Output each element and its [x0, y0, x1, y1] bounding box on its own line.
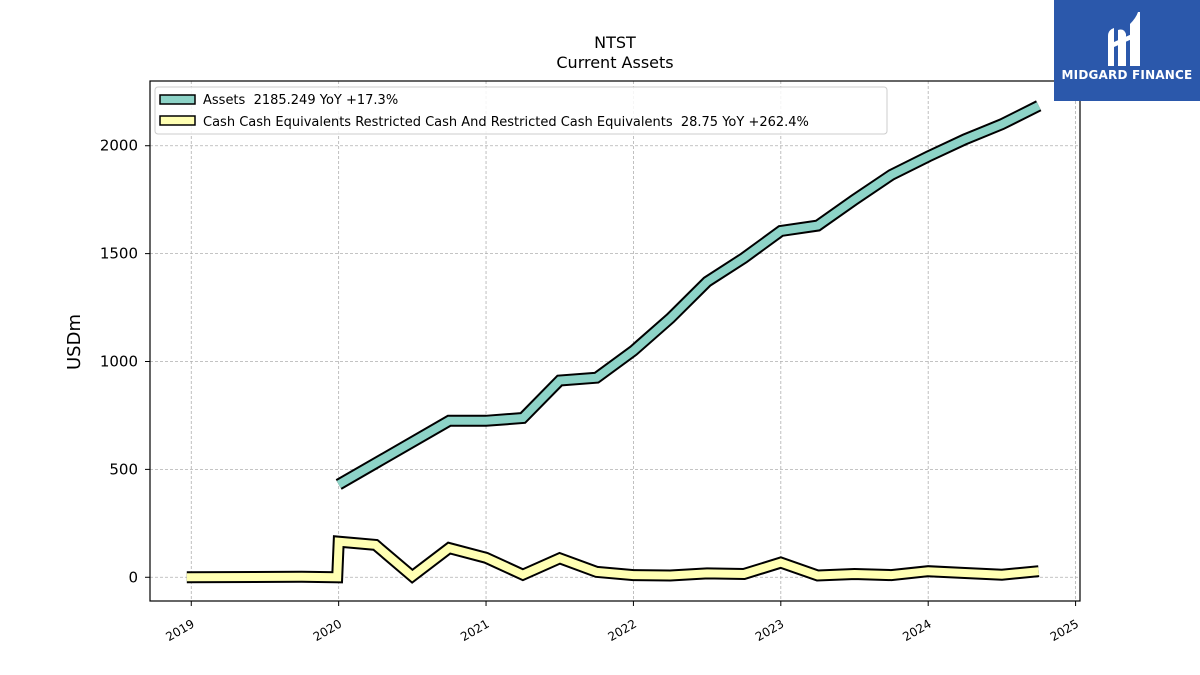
plot-frame	[149, 80, 1081, 602]
brand-logo: MIDGARD FINANCE	[1054, 0, 1200, 101]
x-tick-label: 2024	[900, 617, 933, 644]
y-tick-label: 1000	[100, 352, 138, 370]
x-tick-label: 2021	[458, 617, 491, 644]
legend-swatch-cash	[159, 115, 196, 126]
logo-mark-icon	[1108, 12, 1140, 66]
chart-subtitle: Current Assets	[556, 53, 673, 72]
y-axis-label: USDm	[64, 314, 85, 370]
x-tick-label: 2020	[311, 617, 344, 644]
legend-swatch-assets	[159, 94, 196, 105]
y-tick-label: 0	[128, 568, 138, 586]
y-tick-label: 1500	[100, 245, 138, 263]
x-tick-label: 2023	[753, 617, 786, 644]
x-tick-label: 2022	[606, 617, 639, 644]
x-tick-label: 2025	[1048, 617, 1081, 644]
legend-label-assets: Assets 2185.249 YoY +17.3%	[203, 93, 398, 108]
series-layer	[186, 100, 1042, 584]
y-tick-label: 500	[109, 460, 138, 478]
logo-text: MIDGARD FINANCE	[1061, 68, 1193, 82]
legend-label-cash: Cash Cash Equivalents Restricted Cash An…	[203, 115, 809, 130]
legend: Assets 2185.249 YoY +17.3% Cash Cash Equ…	[154, 86, 888, 135]
grid	[150, 81, 1080, 601]
x-tick-label: 2019	[163, 617, 196, 644]
series-line	[186, 537, 1040, 582]
series-1	[186, 535, 1040, 584]
series-0	[335, 100, 1042, 490]
series-line	[336, 102, 1041, 488]
chart-title: NTST	[594, 33, 636, 52]
legend-box	[154, 86, 888, 135]
y-tick-label: 2000	[100, 137, 138, 155]
